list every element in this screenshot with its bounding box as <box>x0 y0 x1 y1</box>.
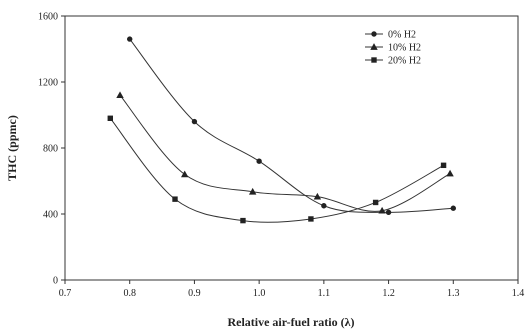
x-tick-label: 1.0 <box>253 288 266 299</box>
y-axis-ticks: 0 400 800 1200 1600 <box>38 12 65 287</box>
data-point-square <box>440 162 447 169</box>
legend-marker-circle <box>371 31 377 37</box>
series-line-triangle <box>119 94 451 212</box>
legend-label: 20% H2 <box>388 56 421 67</box>
data-point-circle <box>385 209 392 216</box>
data-point-square <box>240 217 246 224</box>
data-point-triangle <box>378 206 386 214</box>
data-point-circle <box>256 158 262 164</box>
series-layer <box>107 36 456 224</box>
legend: 0% H2 10% H2 20% H2 <box>365 30 421 67</box>
x-tick-label: 1.1 <box>318 288 331 299</box>
y-tick-label: 1600 <box>38 12 58 23</box>
x-tick-label: 0.9 <box>188 288 201 299</box>
x-tick-label: 1.2 <box>382 288 395 299</box>
legend-item: 0% H2 <box>365 30 416 41</box>
legend-label: 0% H2 <box>388 30 416 41</box>
legend-marker-triangle <box>370 43 378 50</box>
axes <box>64 15 519 281</box>
legend-label: 10% H2 <box>388 43 421 54</box>
data-point-triangle <box>313 192 322 200</box>
legend-item: 10% H2 <box>365 43 421 54</box>
x-tick-label: 1.4 <box>512 288 525 299</box>
series-square <box>107 115 447 224</box>
series-line-square <box>109 117 444 223</box>
y-tick-label: 1200 <box>38 78 58 89</box>
series-circle <box>127 36 456 216</box>
data-point-circle <box>450 205 456 211</box>
x-tick-label: 0.7 <box>59 288 72 299</box>
plot-frame <box>64 15 519 281</box>
data-point-triangle <box>446 169 454 177</box>
data-point-triangle <box>116 91 124 99</box>
data-point-square <box>107 115 114 122</box>
legend-item: 20% H2 <box>365 56 421 67</box>
x-axis-title: Relative air-fuel ratio (λ) <box>227 315 354 329</box>
x-tick-label: 1.3 <box>447 288 460 299</box>
data-point-square <box>308 216 314 222</box>
data-point-circle <box>127 36 133 42</box>
data-point-circle <box>191 118 198 125</box>
data-point-triangle <box>248 187 257 195</box>
data-point-circle <box>321 203 327 209</box>
y-tick-label: 400 <box>43 210 58 221</box>
x-axis-ticks: 0.7 0.8 0.9 1.0 1.1 1.2 1.3 1.4 <box>59 280 525 299</box>
data-point-square <box>172 196 178 202</box>
data-point-square <box>372 199 379 206</box>
x-tick-label: 0.8 <box>123 288 136 299</box>
y-tick-label: 800 <box>43 144 58 155</box>
series-line-circle <box>129 38 454 213</box>
y-axis-title: THC (ppmc) <box>5 115 19 181</box>
data-point-triangle <box>181 170 189 178</box>
series-triangle <box>116 91 454 214</box>
y-tick-label: 0 <box>53 276 58 287</box>
legend-marker-square <box>371 57 377 63</box>
